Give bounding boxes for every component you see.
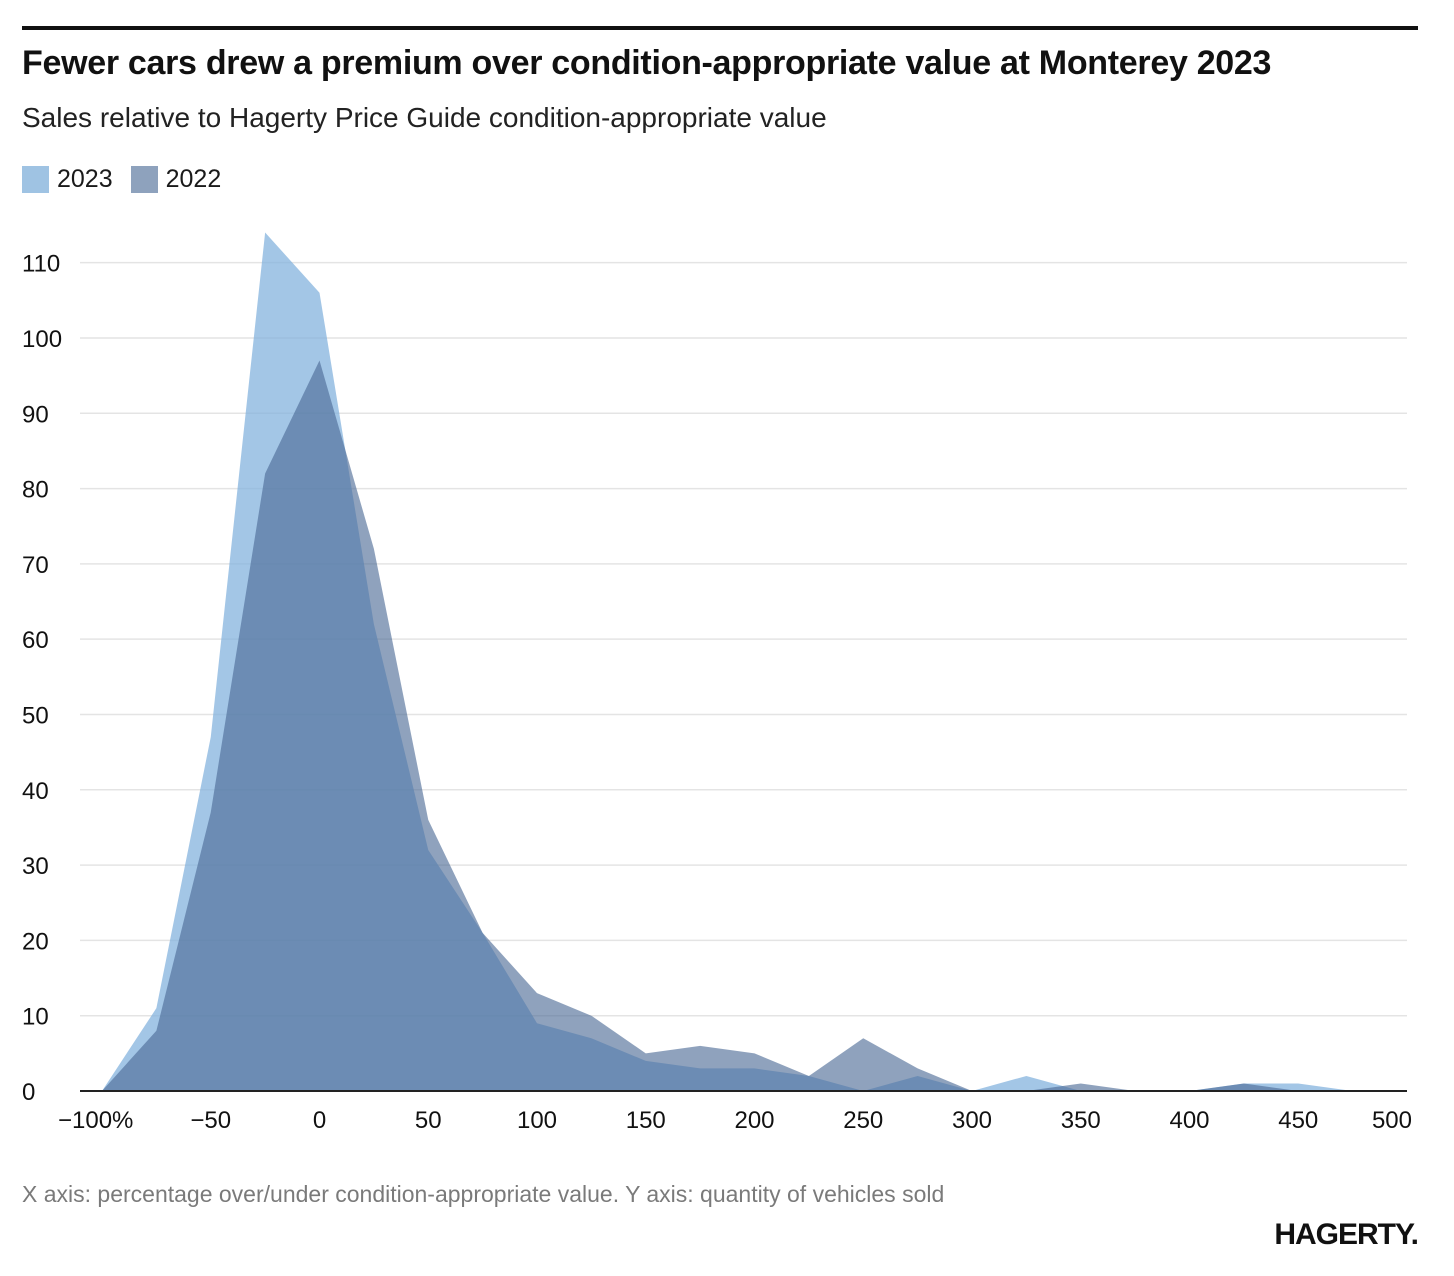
x-tick-label: 300 — [952, 1107, 992, 1134]
legend-label-2023: 2023 — [57, 165, 113, 193]
legend-swatch-2023 — [22, 166, 49, 193]
x-tick-label: 200 — [734, 1107, 774, 1134]
x-tick-label: 500 — [1372, 1107, 1412, 1134]
y-tick-label: 50 — [22, 702, 49, 729]
y-tick-label: 110 — [22, 251, 60, 278]
hagerty-logo: HAGERTY. — [1274, 1218, 1419, 1251]
legend-item-2022: 2022 — [130, 165, 222, 194]
y-tick-label: 100 — [22, 326, 62, 353]
x-tick-label: 350 — [1061, 1107, 1101, 1134]
y-tick-label: 70 — [22, 552, 49, 579]
x-tick-label: 150 — [626, 1107, 666, 1134]
y-tick-label: 0 — [22, 1079, 35, 1106]
chart-title: Fewer cars drew a premium over condition… — [22, 44, 1272, 82]
x-tick-label: 250 — [843, 1107, 883, 1134]
legend-swatch-2022 — [130, 166, 158, 193]
area-series — [102, 232, 1407, 1091]
y-tick-label: 30 — [22, 853, 49, 880]
area-2022 — [102, 360, 1407, 1091]
y-tick-label: 60 — [22, 627, 49, 654]
chart-subtitle: Sales relative to Hagerty Price Guide co… — [22, 102, 827, 133]
x-tick-label: 400 — [1169, 1107, 1209, 1134]
x-tick-label: 0 — [313, 1107, 326, 1134]
y-tick-label: 80 — [22, 477, 49, 504]
x-tick-label: −100% — [58, 1107, 133, 1134]
x-tick-label: 100 — [517, 1107, 557, 1134]
area-chart: 0 10 20 30 40 50 60 70 80 90 100 110 −100% −50 0 50 100 1… — [22, 232, 1412, 1134]
x-tick-label: −50 — [190, 1107, 231, 1134]
axes: 0 10 20 30 40 50 60 70 80 90 100 110 −100% −50 0 50 100 1… — [22, 251, 1412, 1134]
y-tick-label: 20 — [22, 928, 49, 955]
legend-label-2022: 2022 — [165, 165, 222, 193]
legend-item-2023: 2023 — [22, 165, 113, 194]
y-tick-label: 40 — [22, 778, 49, 805]
y-tick-label: 90 — [22, 401, 49, 428]
x-tick-label: 50 — [415, 1107, 442, 1134]
y-tick-label: 10 — [22, 1004, 49, 1031]
axis-note: X axis: percentage over/under condition-… — [22, 1181, 945, 1207]
x-tick-label: 450 — [1278, 1107, 1318, 1134]
legend: 2023 2022 — [22, 165, 239, 194]
top-rule — [22, 26, 1418, 30]
